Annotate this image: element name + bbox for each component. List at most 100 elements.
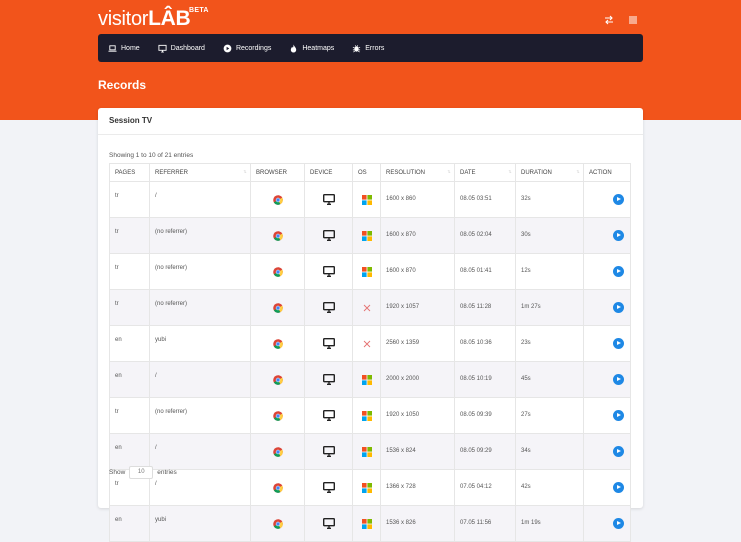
cell-os: [352, 253, 381, 290]
swap-icon[interactable]: [604, 12, 614, 25]
col-resolution[interactable]: RESOLUTION ↑↓: [380, 163, 455, 182]
windows-icon: [361, 518, 372, 529]
cell-browser: [250, 361, 305, 398]
nav-heatmaps[interactable]: Heatmaps: [289, 43, 335, 53]
table-row: tr/ 1600 x 860 08.05 03:51 32s: [109, 181, 631, 218]
nav-label: Recordings: [235, 44, 272, 52]
table-row: en/ 2000 x 2000 08.05 10:19 45s: [109, 361, 631, 398]
nav-home[interactable]: Home: [108, 44, 140, 53]
table-row: tr/1366 x 728 07.05 04:12 42s: [109, 469, 631, 506]
cell-referrer: (no referrer): [149, 217, 251, 254]
cell-browser: [250, 289, 305, 326]
cell-pages: tr: [109, 397, 150, 434]
cell-device: [304, 361, 353, 398]
brand-logo[interactable]: visitorLÂB BETA: [98, 7, 208, 31]
desktop-icon: [322, 446, 335, 457]
cell-duration: 1m 27s: [515, 289, 584, 326]
cell-referrer: yubi: [149, 325, 251, 362]
col-date[interactable]: DATE ↑↓: [454, 163, 516, 182]
session-card: Session TV Showing 1 to 10 of 21 entries…: [98, 108, 643, 542]
chrome-icon: [272, 302, 283, 313]
nav-errors[interactable]: Errors: [352, 44, 384, 53]
col-referrer[interactable]: REFERRER ↑↓: [149, 163, 251, 182]
cell-os: [352, 181, 381, 218]
chrome-icon: [272, 230, 283, 241]
col-browser[interactable]: BROWSER: [250, 163, 305, 182]
page-length-select[interactable]: 10: [129, 466, 154, 479]
play-recording-button[interactable]: [613, 230, 624, 241]
cell-resolution: 1536 x 826: [380, 505, 455, 542]
page-title: Records: [98, 78, 147, 92]
cell-browser: [250, 469, 305, 506]
brand-name-second: LÂB: [148, 7, 191, 30]
cell-date: 07.05 11:56: [454, 505, 516, 542]
chrome-icon: [272, 410, 283, 421]
cell-pages: tr: [109, 253, 150, 290]
cell-device: [304, 505, 353, 542]
table-header-row: PAGES REFERRER ↑↓ BROWSER DEVICE OS RESOL…: [109, 163, 631, 182]
play-recording-button[interactable]: [613, 266, 624, 277]
beta-badge: BETA: [189, 7, 209, 14]
cell-pages: en: [109, 433, 150, 470]
laptop-icon: [108, 44, 117, 52]
nav-label: Dashboard: [170, 44, 205, 52]
desktop-icon: [322, 266, 335, 277]
card-title: Session TV: [98, 108, 643, 135]
cell-resolution: 1600 x 870: [380, 217, 455, 254]
cell-device: [304, 433, 353, 470]
cell-device: [304, 289, 353, 326]
col-duration[interactable]: DURATION ↑↓: [515, 163, 584, 182]
play-recording-button[interactable]: [613, 338, 624, 349]
play-recording-button[interactable]: [613, 194, 624, 205]
cell-duration: 1m 19s: [515, 505, 584, 542]
cell-date: 08.05 02:04: [454, 217, 516, 254]
play-recording-button[interactable]: [613, 446, 624, 457]
cell-browser: [250, 505, 305, 542]
windows-icon: [361, 194, 372, 205]
play-recording-button[interactable]: [613, 482, 624, 493]
play-recording-button[interactable]: [613, 518, 624, 529]
menu-icon[interactable]: [628, 12, 638, 24]
cell-action: [583, 253, 631, 290]
cell-browser: [250, 253, 305, 290]
cell-action: [583, 361, 631, 398]
entries-label: entries: [157, 469, 177, 476]
cell-device: [304, 469, 353, 506]
cell-duration: 23s: [515, 325, 584, 362]
cell-date: 08.05 01:41: [454, 253, 516, 290]
broken-image-icon: [362, 304, 372, 311]
cell-referrer: (no referrer): [149, 397, 251, 434]
table-row: tr (no referrer) 1600 x 870 08.05 02:04 30s: [109, 217, 631, 254]
cell-referrer: /: [149, 361, 251, 398]
table-row: en yubi 2560 x 1359 08.05 10:36 23s: [109, 325, 631, 362]
col-device[interactable]: DEVICE: [304, 163, 353, 182]
cell-action: [583, 217, 631, 254]
table-row: tr (no referrer) 1920 x 1057 08.05 11:28 1m …: [109, 289, 631, 326]
cell-device: [304, 397, 353, 434]
play-recording-button[interactable]: [613, 302, 624, 313]
table-info: Showing 1 to 10 of 21 entries: [109, 152, 194, 159]
cell-action: [583, 397, 631, 434]
col-pages[interactable]: PAGES: [109, 163, 150, 182]
cell-date: 08.05 10:36: [454, 325, 516, 362]
cell-os: [352, 289, 381, 326]
desktop-icon: [322, 518, 335, 529]
play-recording-button[interactable]: [613, 374, 624, 385]
desktop-icon: [322, 230, 335, 241]
cell-referrer: (no referrer): [149, 289, 251, 326]
play-recording-button[interactable]: [613, 410, 624, 421]
cell-browser: [250, 217, 305, 254]
table-row: tr (no referrer) 1600 x 870 08.05 01:41 12s: [109, 253, 631, 290]
nav-recordings[interactable]: Recordings: [223, 44, 271, 53]
col-action: ACTION: [583, 163, 631, 182]
chrome-icon: [272, 518, 283, 529]
table-row: en/ 1536 x 824 08.05 09:29 34s: [109, 433, 631, 470]
table-row: en yubi 1536 x 826 07.05 11:56 1m 19s: [109, 505, 631, 542]
cell-resolution: 1600 x 860: [380, 181, 455, 218]
show-label: Show: [109, 469, 126, 476]
col-os[interactable]: OS: [352, 163, 381, 182]
cell-os: [352, 469, 381, 506]
cell-date: 08.05 03:51: [454, 181, 516, 218]
nav-dashboard[interactable]: Dashboard: [158, 44, 205, 53]
nav-label: Heatmaps: [302, 44, 335, 52]
